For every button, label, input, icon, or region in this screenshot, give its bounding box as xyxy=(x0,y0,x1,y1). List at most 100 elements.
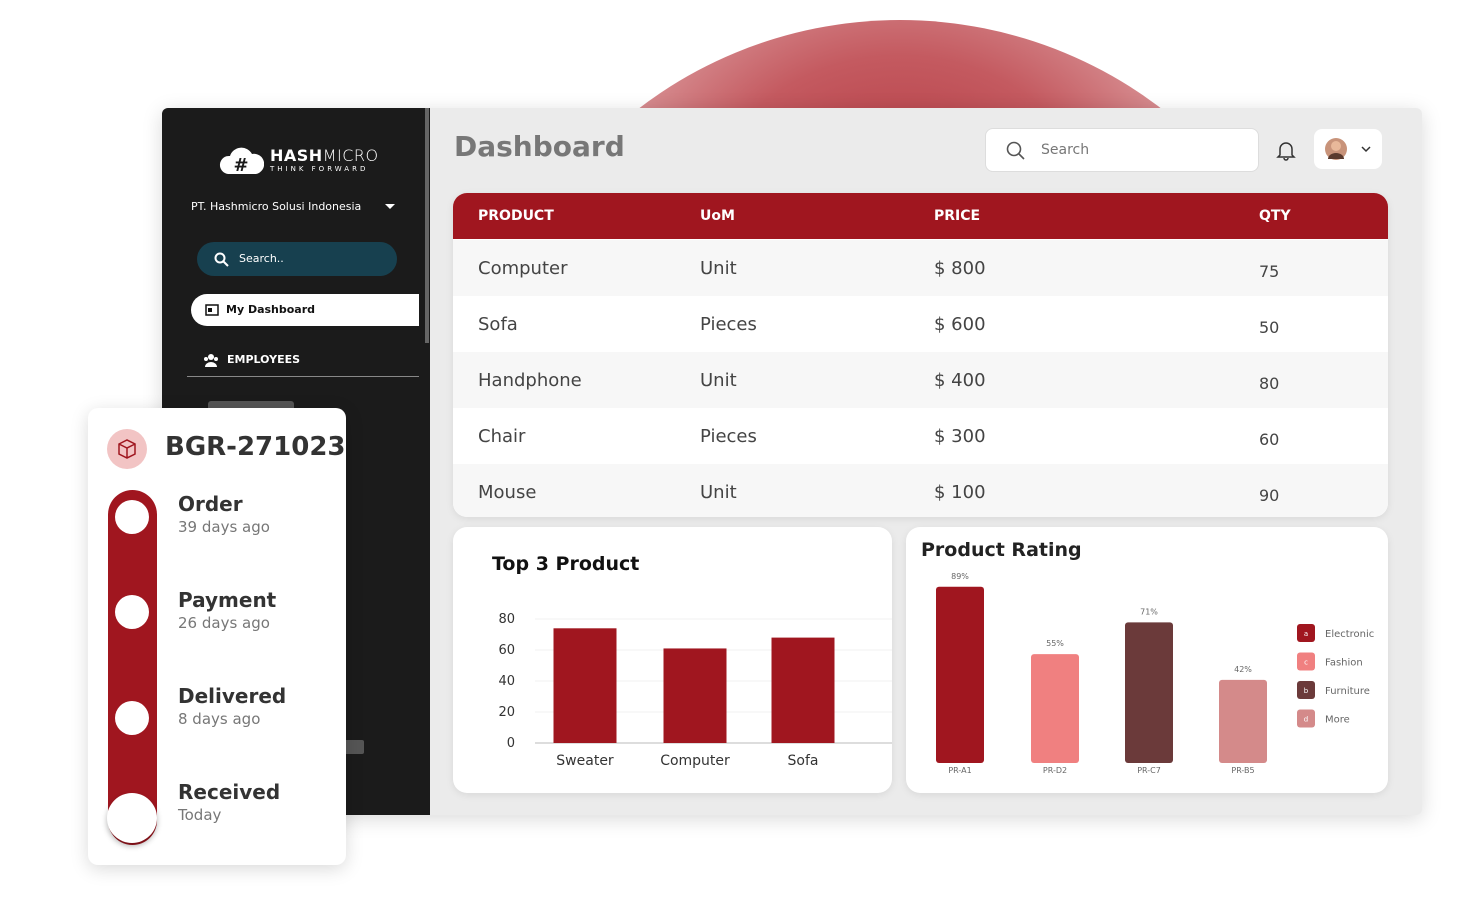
legend-key: a xyxy=(1304,630,1308,638)
table-cell: Unit xyxy=(700,258,737,279)
package-icon xyxy=(107,429,147,469)
legend-swatch xyxy=(1297,681,1315,699)
menu-label: My Dashboard xyxy=(226,303,316,316)
dashboard-icon xyxy=(205,304,219,316)
column-header: PRODUCT xyxy=(478,208,554,224)
bar xyxy=(1125,622,1173,763)
table-cell: $ 400 xyxy=(934,370,986,391)
column-header: QTY xyxy=(1259,208,1291,224)
page-title: Dashboard xyxy=(454,130,625,163)
profile-menu[interactable] xyxy=(1314,129,1382,169)
table-cell: Pieces xyxy=(700,314,757,335)
timeline-dot xyxy=(107,793,157,843)
column-header: UoM xyxy=(700,208,735,224)
bar xyxy=(663,648,727,743)
notification-bell[interactable] xyxy=(1276,139,1296,161)
placeholder-block xyxy=(342,740,364,754)
table-cell: $ 100 xyxy=(934,482,986,503)
table-cell: 90 xyxy=(1259,486,1280,505)
step-time: Today xyxy=(178,806,222,824)
bar xyxy=(553,628,617,743)
legend-label: Electronic xyxy=(1325,629,1374,640)
top-product-card: Top 3 Product 0 20 40 60 80 Sweater Computer So… xyxy=(453,527,892,793)
legend-key: d xyxy=(1304,716,1308,724)
search-icon xyxy=(1006,141,1025,160)
divider xyxy=(187,376,419,377)
brand-bold: HASH xyxy=(270,146,323,165)
brand-light: MICRO xyxy=(322,146,379,165)
column-header: PRICE xyxy=(934,208,981,224)
table-cell: 80 xyxy=(1259,374,1280,393)
timeline-track xyxy=(108,490,157,845)
header-search[interactable]: Search xyxy=(985,128,1259,172)
y-tick-label: 80 xyxy=(498,612,515,627)
data-label: 89% xyxy=(951,572,969,581)
x-tick-label: Sofa xyxy=(788,753,819,769)
menu-label[interactable]: EMPLOYEES xyxy=(227,353,301,366)
chart-title: Top 3 Product xyxy=(492,553,640,575)
timeline-dot xyxy=(115,595,149,629)
search-placeholder: Search.. xyxy=(239,252,284,265)
tracking-card: BGR-271023 Order 39 days ago Payment 26 day… xyxy=(88,408,346,865)
legend-label: Fashion xyxy=(1325,658,1363,669)
search-placeholder: Search xyxy=(1041,142,1090,158)
timeline-dot xyxy=(115,500,149,534)
bar xyxy=(1219,679,1267,763)
table-cell: $ 600 xyxy=(934,314,986,335)
x-tick-label: PR-B5 xyxy=(1231,766,1254,775)
svg-text:#: # xyxy=(233,155,248,176)
step-label: Payment xyxy=(178,588,277,612)
company-name: PT. Hashmicro Solusi Indonesia xyxy=(191,200,362,213)
step-label: Received xyxy=(178,780,281,804)
tagline: THINK FORWARD xyxy=(270,165,369,173)
table-cell: Computer xyxy=(478,258,568,279)
table-cell: Unit xyxy=(700,482,737,503)
step-time: 39 days ago xyxy=(178,518,270,536)
menu-item-active[interactable]: My Dashboard xyxy=(191,294,419,326)
data-label: 55% xyxy=(1046,639,1064,648)
data-label: 42% xyxy=(1234,665,1252,674)
scrollbar xyxy=(425,108,429,343)
legend-swatch xyxy=(1297,652,1315,671)
app-window: # HASHMICRO THINK FORWARD PT. Hashmicro … xyxy=(162,108,1422,815)
table-cell: Unit xyxy=(700,370,737,391)
bar xyxy=(771,637,835,743)
avatar xyxy=(1325,138,1371,160)
logo-icon: # xyxy=(220,147,264,176)
chart-title: Product Rating xyxy=(921,539,1082,561)
table-row xyxy=(453,352,1388,408)
table-row xyxy=(453,408,1388,464)
data-label: 71% xyxy=(1140,607,1158,616)
tracking-id: BGR-271023 xyxy=(165,432,346,462)
step-time: 26 days ago xyxy=(178,614,270,632)
legend-key: b xyxy=(1304,687,1309,695)
company-dropdown[interactable] xyxy=(384,203,396,211)
table-cell: Handphone xyxy=(478,370,582,391)
x-tick-label: PR-C7 xyxy=(1137,766,1161,775)
table-cell: Sofa xyxy=(478,314,518,335)
brand: HASHMICRO xyxy=(270,146,379,165)
chart: 0 20 40 60 80 Sweater Computer Sofa xyxy=(498,612,892,769)
y-tick-label: 60 xyxy=(498,643,515,658)
table-row xyxy=(453,240,1388,296)
legend-swatch xyxy=(1297,709,1315,728)
legend-key: c xyxy=(1304,659,1308,667)
table-cell: Chair xyxy=(478,426,526,447)
x-tick-label: Sweater xyxy=(556,753,614,769)
y-tick-label: 40 xyxy=(498,674,515,689)
x-tick-label: Computer xyxy=(660,753,730,769)
legend-swatch xyxy=(1297,624,1315,642)
timeline-dot xyxy=(115,701,149,735)
table-cell: Pieces xyxy=(700,426,757,447)
sidebar-search[interactable]: Search.. xyxy=(197,242,397,276)
table-cell: Mouse xyxy=(478,482,537,503)
table-row xyxy=(453,464,1388,517)
placeholder-block xyxy=(208,401,294,411)
chart: PR-A1 89% PR-D2 55% PR-C7 71% PR-B5 42% a Electro… xyxy=(936,572,1374,775)
table-cell: 50 xyxy=(1259,318,1280,337)
table-cell: 60 xyxy=(1259,430,1280,449)
x-tick-label: PR-A1 xyxy=(948,766,971,775)
employees-icon xyxy=(204,354,218,367)
y-tick-label: 0 xyxy=(507,736,515,751)
